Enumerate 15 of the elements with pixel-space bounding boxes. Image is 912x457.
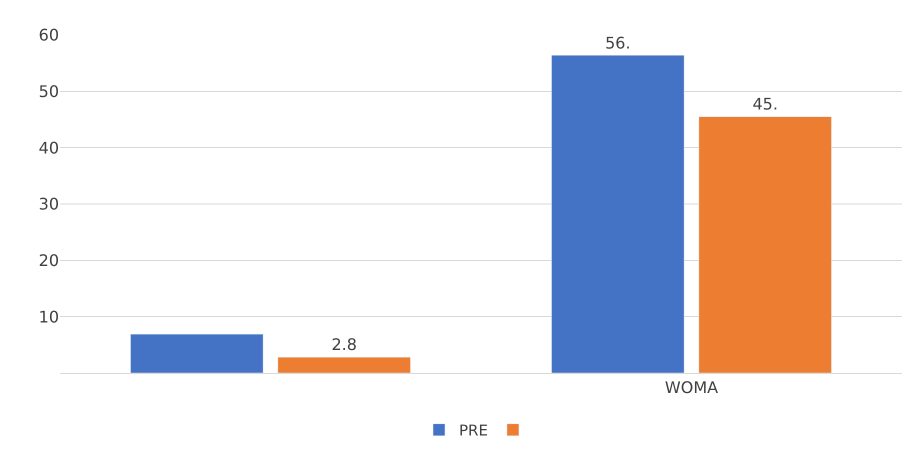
bar: [278, 356, 411, 373]
bar: [698, 116, 832, 373]
bar: [551, 55, 684, 373]
y-tick-label: 40: [38, 138, 59, 158]
x-tick-label: WOMA: [664, 378, 718, 398]
data-label: 2.8: [331, 335, 357, 354]
y-tick-label: 60: [38, 26, 59, 45]
y-tick-label: 10: [38, 307, 59, 326]
y-tick-label: 50: [38, 82, 59, 101]
data-label: 56.: [605, 33, 631, 52]
data-label: 45.: [752, 94, 778, 114]
bar: [130, 334, 264, 373]
legend-label: PRE: [459, 422, 488, 440]
y-tick-label: 30: [38, 194, 59, 214]
y-tick-label: 20: [38, 250, 59, 270]
